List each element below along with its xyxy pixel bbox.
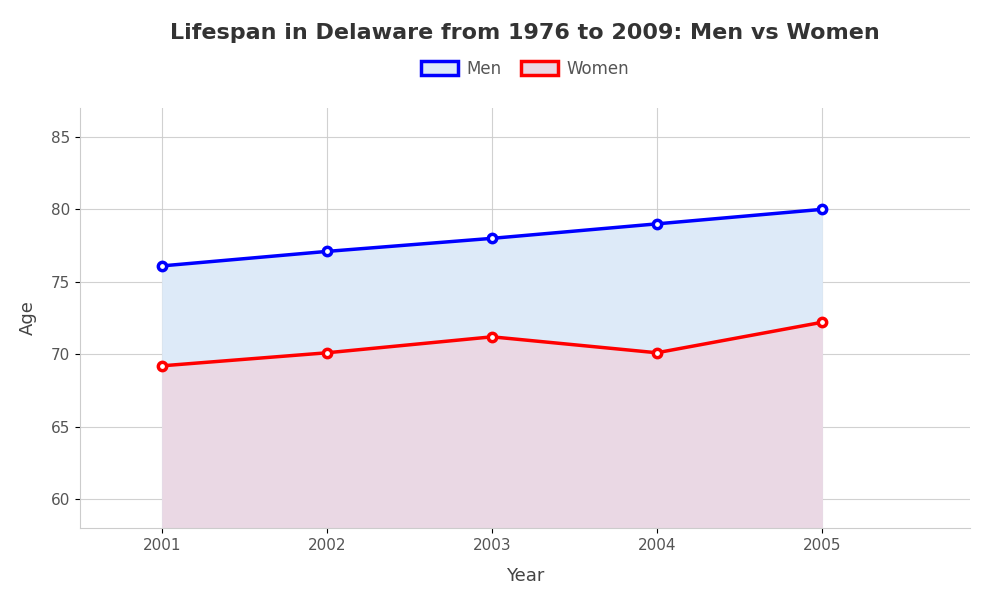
X-axis label: Year: Year — [506, 566, 544, 584]
Title: Lifespan in Delaware from 1976 to 2009: Men vs Women: Lifespan in Delaware from 1976 to 2009: … — [170, 23, 880, 43]
Legend: Men, Women: Men, Women — [414, 53, 636, 85]
Y-axis label: Age: Age — [19, 301, 37, 335]
